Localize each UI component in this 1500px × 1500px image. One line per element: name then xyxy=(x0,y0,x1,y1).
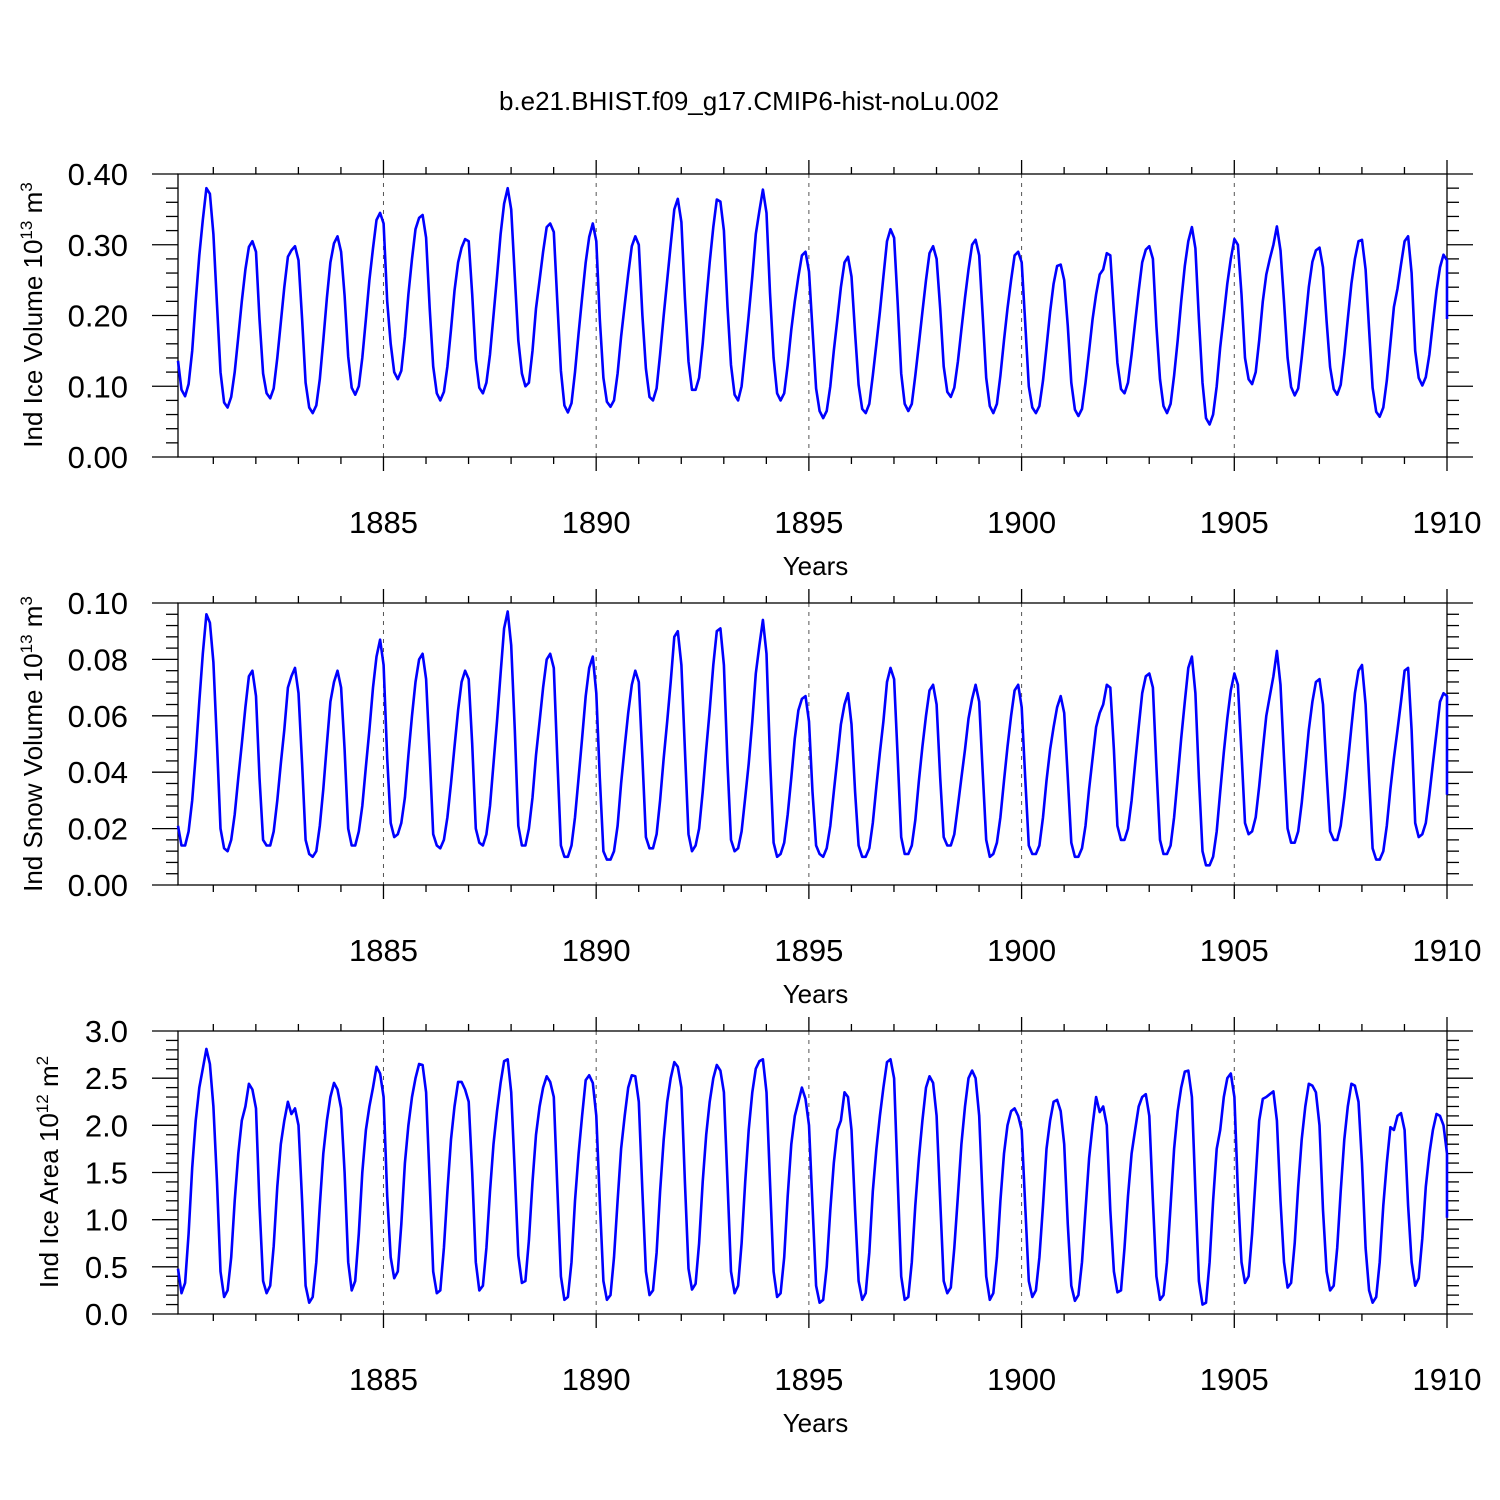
snow-volume-y-tick-label: 0.10 xyxy=(68,586,128,621)
snow-volume-y-tick-label: 0.04 xyxy=(68,755,128,790)
ice-area-x-axis-label: Years xyxy=(783,1408,849,1438)
ice-area-x-tick-label: 1890 xyxy=(562,1362,631,1397)
ice-volume-x-tick-label: 1905 xyxy=(1200,505,1269,540)
snow-volume-y-tick-label: 0.06 xyxy=(68,699,128,734)
ice-area-y-tick-label: 1.5 xyxy=(85,1156,128,1191)
ice-area-series-line xyxy=(176,1047,1449,1306)
panel-ice-volume: 1885 1890 1895 1900 1905 1910 Years 0.00 0.10 0.2… xyxy=(17,157,1481,581)
ice-volume-series-line xyxy=(176,186,1449,426)
panel-snow-volume: 1885 1890 1895 1900 1905 1910 Years 0.00 0.02 0.0… xyxy=(17,586,1481,1009)
ice-volume-y-axis-label: Ind Ice Volume 1013 m3 xyxy=(17,182,48,447)
ice-area-y-tick-label: 2.5 xyxy=(85,1061,128,1096)
snow-volume-x-axis-label: Years xyxy=(783,979,849,1009)
snow-volume-y-label-unit: m xyxy=(18,606,48,635)
ice-area-y-tick-label: 3.0 xyxy=(85,1014,128,1049)
ice-volume-x-axis-label: Years xyxy=(783,551,849,581)
ice-area-y-label-sup: 12 xyxy=(33,1094,52,1113)
snow-volume-y-tick-label: 0.02 xyxy=(68,812,128,847)
ice-volume-y-tick-label: 0.20 xyxy=(68,299,128,334)
ice-volume-y-tick-label: 0.30 xyxy=(68,228,128,263)
snow-volume-y-axis-label: Ind Snow Volume 1013 m3 xyxy=(17,596,48,892)
ice-volume-x-tick-label: 1900 xyxy=(987,505,1056,540)
snow-volume-x-tick-label: 1900 xyxy=(987,933,1056,968)
snow-volume-y-tick-label: 0.08 xyxy=(68,642,128,677)
ice-area-y-tick-label: 2.0 xyxy=(85,1108,128,1143)
ice-volume-y-tick-label: 0.00 xyxy=(68,440,128,475)
snow-volume-x-tick-label: 1895 xyxy=(774,933,843,968)
snow-volume-y-label-unit-sup: 3 xyxy=(17,596,36,605)
snow-volume-y-tick-label: 0.00 xyxy=(68,868,128,903)
ice-volume-y-label-sup: 13 xyxy=(17,221,36,240)
snow-volume-y-label-sup: 13 xyxy=(17,634,36,653)
ice-volume-x-tick-label: 1885 xyxy=(349,505,418,540)
ice-area-x-tick-label: 1905 xyxy=(1200,1362,1269,1397)
ice-volume-x-tick-label: 1890 xyxy=(562,505,631,540)
ice-area-y-label-unit: m xyxy=(34,1065,64,1094)
snow-volume-x-tick-label: 1905 xyxy=(1200,933,1269,968)
ice-volume-x-tick-label: 1910 xyxy=(1413,505,1482,540)
ice-area-y-axis-label: Ind Ice Area 1012 m2 xyxy=(33,1056,64,1288)
figure-title: b.e21.BHIST.f09_g17.CMIP6-hist-noLu.002 xyxy=(499,86,999,116)
ice-area-x-tick-label: 1900 xyxy=(987,1362,1056,1397)
ice-volume-y-tick-label: 0.10 xyxy=(68,369,128,404)
ice-area-x-tick-label: 1910 xyxy=(1413,1362,1482,1397)
snow-volume-series-line xyxy=(176,610,1449,867)
ice-area-y-tick-label: 1.0 xyxy=(85,1203,128,1238)
ice-area-y-tick-label: 0.0 xyxy=(85,1297,128,1332)
snow-volume-y-label-text: Ind Snow Volume 10 xyxy=(18,653,48,892)
ice-volume-x-tick-label: 1895 xyxy=(774,505,843,540)
ice-volume-y-tick-label: 0.40 xyxy=(68,157,128,192)
ice-area-y-label-unit-sup: 2 xyxy=(33,1056,52,1065)
panel-ice-area: 1885 1890 1895 1900 1905 1910 Years 0.0 0.5 1.0 1.… xyxy=(33,1014,1481,1438)
snow-volume-x-tick-label: 1910 xyxy=(1413,933,1482,968)
ice-volume-y-label-text: Ind Ice Volume 10 xyxy=(18,240,48,448)
snow-volume-x-tick-label: 1885 xyxy=(349,933,418,968)
ice-area-y-tick-label: 0.5 xyxy=(85,1250,128,1285)
snow-volume-x-tick-label: 1890 xyxy=(562,933,631,968)
ice-area-x-tick-label: 1895 xyxy=(774,1362,843,1397)
ice-area-x-tick-label: 1885 xyxy=(349,1362,418,1397)
ice-volume-y-label-unit-sup: 3 xyxy=(17,182,36,191)
ice-volume-y-label-unit: m xyxy=(18,192,48,221)
ice-area-y-label-text: Ind Ice Area 10 xyxy=(34,1113,64,1288)
